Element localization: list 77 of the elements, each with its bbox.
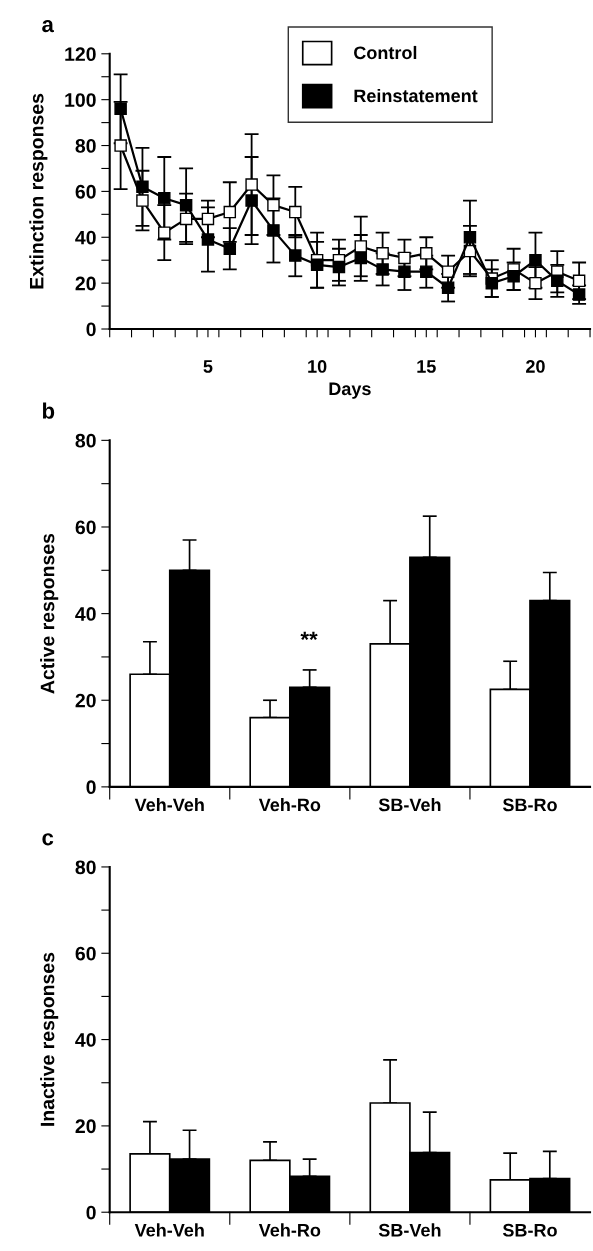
point [267, 224, 280, 237]
point [354, 251, 368, 265]
point [441, 265, 455, 278]
point [289, 249, 302, 262]
y-tick-label: 20 [75, 1119, 96, 1134]
y-tick-label: 60 [75, 520, 96, 535]
point [507, 270, 520, 283]
x-tick-label: Veh-Veh [134, 797, 204, 812]
point [529, 253, 542, 267]
y-tick-label: 20 [75, 693, 96, 708]
point [463, 231, 477, 244]
point [158, 192, 171, 205]
x-axis-title: Days [329, 382, 371, 399]
y-tick-label: 60 [75, 946, 96, 961]
x-tick-label: Veh-Ro [258, 1223, 321, 1237]
point [136, 180, 149, 194]
point [420, 265, 433, 278]
point [223, 242, 237, 255]
point [267, 198, 280, 212]
point [179, 198, 193, 212]
point [420, 247, 433, 260]
point [245, 194, 258, 207]
x-tick-label: SB-Veh [378, 1223, 441, 1237]
y-tick-label: 100 [65, 93, 96, 107]
x-tick-label: Veh-Veh [134, 1223, 204, 1237]
x-tick-label: Veh-Ro [258, 797, 321, 812]
point [201, 233, 215, 246]
point [201, 212, 215, 226]
point [398, 251, 411, 265]
x-tick-label: SB-Ro [502, 1223, 557, 1237]
point [114, 102, 127, 116]
point [398, 265, 411, 278]
point [485, 276, 499, 290]
chart-title: b [42, 402, 55, 419]
point [310, 258, 324, 272]
y-tick-label: 40 [75, 607, 96, 621]
point [158, 226, 171, 239]
x-tick-label: SB-Veh [378, 797, 441, 812]
y-tick-label: 60 [75, 184, 96, 199]
x-tick-label: 20 [526, 360, 545, 373]
point [572, 274, 586, 288]
point [376, 247, 389, 260]
point [551, 274, 564, 288]
y-tick-label: 80 [75, 433, 96, 448]
point [114, 139, 127, 152]
x-tick-label: 15 [417, 360, 436, 373]
y-tick-label: 80 [75, 860, 96, 875]
annotation: ** [300, 631, 318, 641]
y-tick-label: 0 [86, 1205, 96, 1220]
point [223, 205, 237, 219]
point [289, 205, 302, 219]
point [376, 263, 389, 276]
point [136, 194, 149, 207]
point [572, 288, 586, 301]
y-tick-label: 40 [75, 230, 96, 245]
chart-title: c [42, 833, 54, 846]
x-tick-label: 10 [308, 360, 327, 373]
chart-title: a [42, 20, 55, 33]
point [245, 178, 258, 191]
y-axis-title: Inactive responses [40, 952, 59, 1126]
y-tick-label: 20 [75, 276, 96, 291]
y-tick-label: 80 [75, 139, 96, 153]
x-tick-label: SB-Ro [502, 798, 557, 812]
point [529, 276, 542, 290]
y-axis-title: Active responses [40, 533, 59, 694]
point [354, 240, 368, 253]
y-tick-label: 0 [86, 322, 96, 337]
point [441, 281, 455, 294]
y-tick-label: 0 [86, 780, 96, 795]
y-tick-label: 40 [75, 1033, 96, 1047]
point [332, 260, 346, 274]
y-tick-label: 120 [65, 47, 96, 62]
legend-label: Control [354, 45, 417, 60]
legend-label: Reinstatement [354, 88, 478, 103]
y-axis-title: Extinction responses [29, 93, 48, 289]
x-tick-label: 5 [203, 360, 213, 373]
point [179, 212, 193, 226]
